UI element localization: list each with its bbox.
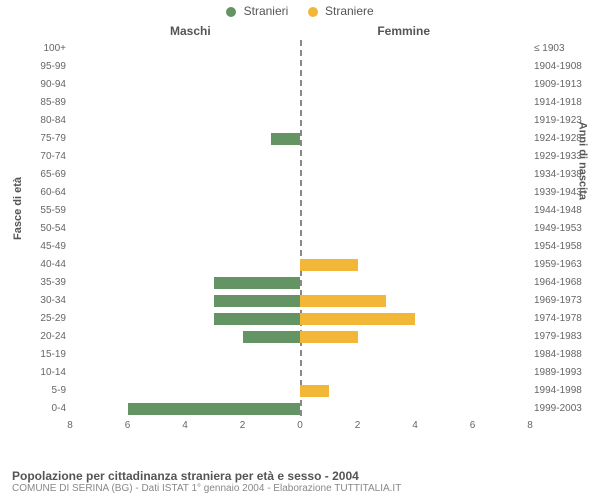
age-label: 30-34	[22, 292, 66, 310]
birth-year-label: 1994-1998	[534, 382, 596, 400]
birth-year-label: 1934-1938	[534, 166, 596, 184]
birth-year-label: 1979-1983	[534, 328, 596, 346]
birth-year-label: 1919-1923	[534, 112, 596, 130]
age-label: 25-29	[22, 310, 66, 328]
age-row: 45-491954-1958	[70, 238, 530, 256]
bar-male	[214, 277, 300, 289]
age-label: 65-69	[22, 166, 66, 184]
age-label: 100+	[22, 40, 66, 58]
age-row: 20-241979-1983	[70, 328, 530, 346]
age-row: 15-191984-1988	[70, 346, 530, 364]
bar-female	[300, 331, 358, 343]
birth-year-label: 1949-1953	[534, 220, 596, 238]
x-tick: 8	[527, 420, 533, 431]
age-row: 75-791924-1928	[70, 130, 530, 148]
chart-footer: Popolazione per cittadinanza straniera p…	[12, 469, 401, 494]
age-row: 95-991904-1908	[70, 58, 530, 76]
birth-year-label: 1964-1968	[534, 274, 596, 292]
bar-female	[300, 295, 386, 307]
header-females: Femmine	[377, 24, 430, 38]
age-label: 15-19	[22, 346, 66, 364]
bar-female	[300, 385, 329, 397]
age-label: 85-89	[22, 94, 66, 112]
birth-year-label: 1954-1958	[534, 238, 596, 256]
age-label: 90-94	[22, 76, 66, 94]
bar-male	[243, 331, 301, 343]
age-row: 90-941909-1913	[70, 76, 530, 94]
x-tick: 4	[412, 420, 418, 431]
bar-male	[271, 133, 300, 145]
age-label: 95-99	[22, 58, 66, 76]
age-label: 70-74	[22, 148, 66, 166]
bar-male	[214, 313, 300, 325]
age-row: 30-341969-1973	[70, 292, 530, 310]
x-tick: 4	[182, 420, 188, 431]
birth-year-label: 1999-2003	[534, 400, 596, 418]
age-label: 55-59	[22, 202, 66, 220]
age-row: 50-541949-1953	[70, 220, 530, 238]
age-row: 85-891914-1918	[70, 94, 530, 112]
age-row: 40-441959-1963	[70, 256, 530, 274]
header-males: Maschi	[170, 24, 211, 38]
birth-year-label: 1974-1978	[534, 310, 596, 328]
legend: Stranieri Straniere	[0, 4, 600, 18]
age-row: 55-591944-1948	[70, 202, 530, 220]
x-tick: 2	[355, 420, 361, 431]
x-tick: 6	[125, 420, 131, 431]
birth-year-label: 1929-1933	[534, 148, 596, 166]
birth-year-label: 1969-1973	[534, 292, 596, 310]
birth-year-label: 1909-1913	[534, 76, 596, 94]
birth-year-label: 1944-1948	[534, 202, 596, 220]
x-tick: 0	[297, 420, 303, 431]
legend-item-male: Stranieri	[226, 4, 288, 18]
age-row: 10-141989-1993	[70, 364, 530, 382]
age-row: 60-641939-1943	[70, 184, 530, 202]
age-row: 80-841919-1923	[70, 112, 530, 130]
bar-female	[300, 259, 358, 271]
x-tick: 6	[470, 420, 476, 431]
age-row: 0-41999-2003	[70, 400, 530, 418]
age-label: 60-64	[22, 184, 66, 202]
legend-label-male: Stranieri	[244, 4, 289, 18]
bar-male	[214, 295, 300, 307]
chart-subtitle: COMUNE DI SERINA (BG) - Dati ISTAT 1° ge…	[12, 483, 401, 494]
age-label: 40-44	[22, 256, 66, 274]
age-row: 100+≤ 1903	[70, 40, 530, 58]
age-row: 35-391964-1968	[70, 274, 530, 292]
age-label: 10-14	[22, 364, 66, 382]
birth-year-label: 1989-1993	[534, 364, 596, 382]
age-row: 70-741929-1933	[70, 148, 530, 166]
plot-area: 100+≤ 190395-991904-190890-941909-191385…	[70, 40, 530, 440]
age-label: 5-9	[22, 382, 66, 400]
birth-year-label: 1959-1963	[534, 256, 596, 274]
age-label: 0-4	[22, 400, 66, 418]
birth-year-label: 1904-1908	[534, 58, 596, 76]
x-tick: 2	[240, 420, 246, 431]
age-row: 5-91994-1998	[70, 382, 530, 400]
legend-dot-female	[308, 7, 318, 17]
legend-label-female: Straniere	[325, 4, 374, 18]
birth-year-label: 1939-1943	[534, 184, 596, 202]
birth-year-label: ≤ 1903	[534, 40, 596, 58]
age-row: 25-291974-1978	[70, 310, 530, 328]
chart-title: Popolazione per cittadinanza straniera p…	[12, 469, 401, 483]
birth-year-label: 1984-1988	[534, 346, 596, 364]
legend-dot-male	[226, 7, 236, 17]
x-tick: 8	[67, 420, 73, 431]
bar-female	[300, 313, 415, 325]
age-label: 50-54	[22, 220, 66, 238]
age-row: 65-691934-1938	[70, 166, 530, 184]
age-label: 80-84	[22, 112, 66, 130]
x-axis: 8 6 4 2 0 2 4 6 8	[70, 420, 530, 436]
birth-year-label: 1914-1918	[534, 94, 596, 112]
legend-item-female: Straniere	[308, 4, 374, 18]
age-label: 45-49	[22, 238, 66, 256]
birth-year-label: 1924-1928	[534, 130, 596, 148]
age-label: 35-39	[22, 274, 66, 292]
bar-male	[128, 403, 301, 415]
age-label: 20-24	[22, 328, 66, 346]
population-pyramid-chart: Stranieri Straniere Maschi Femmine Fasce…	[0, 0, 600, 500]
age-label: 75-79	[22, 130, 66, 148]
